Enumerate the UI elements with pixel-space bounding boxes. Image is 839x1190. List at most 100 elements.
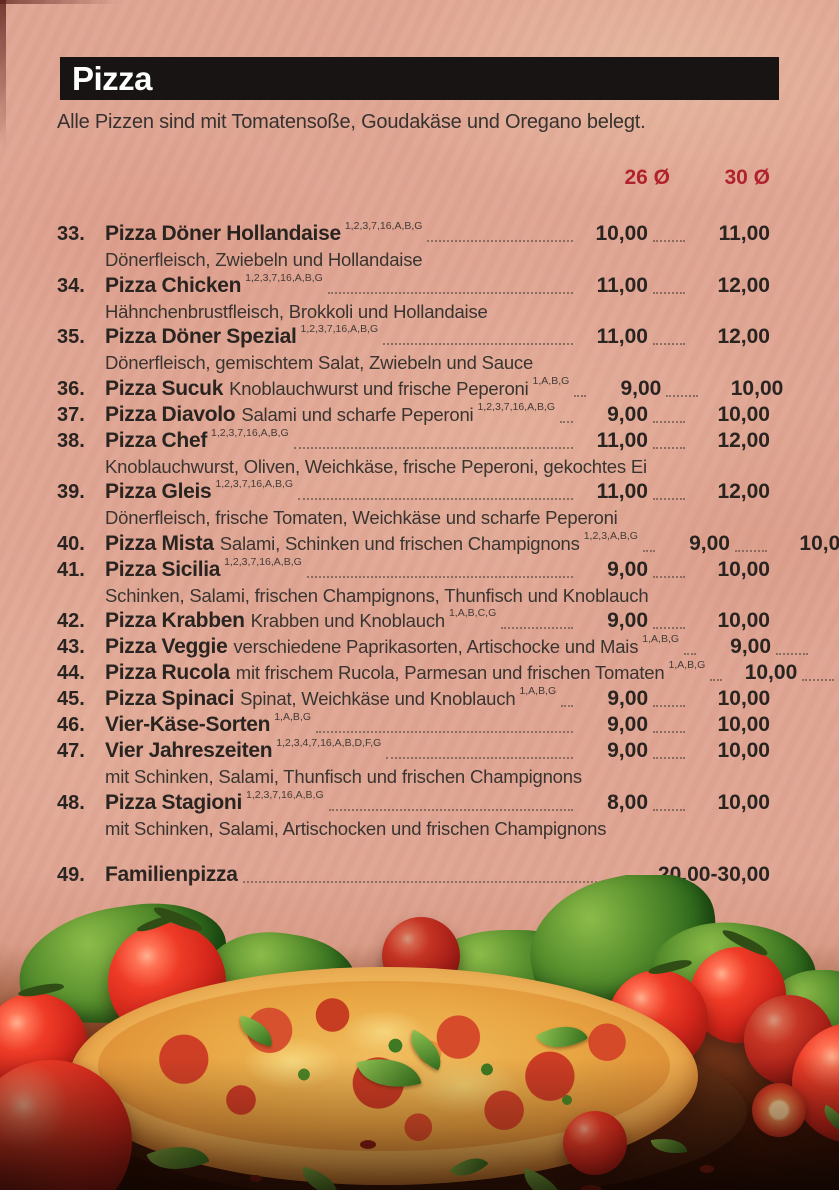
dotted-leader [327,291,573,294]
spice-speck [360,1140,376,1149]
item-inline-description: Krabben und Knoblauch [250,610,446,631]
item-number: 48. [57,791,85,814]
menu-item: 45. Pizza Spinaci Spinat, Weichkäse und … [57,685,771,712]
dotted-leader-2 [653,757,685,759]
item-inline-description: Spinat, Weichkäse und Knoblauch [240,688,516,709]
dotted-leader-2 [653,627,685,629]
item-name: Pizza Sucuk [105,376,224,400]
item-number: 40. [57,532,85,555]
menu-item: 37. Pizza Diavolo Salami und scharfe Pep… [57,401,770,428]
dotted-leader-2 [653,291,685,294]
item-allergen-codes: 1,A,B,G [642,633,680,645]
item-name: Vier Jahreszeiten [105,739,273,762]
menu-item: 48. Pizza Stagioni 1,2,3,7,16,A,B,G 8,00… [57,789,770,842]
page-edge-shadow-top [0,0,120,4]
item-name: Pizza Döner Hollandaise [105,222,341,245]
menu-item: 34. Pizza Chicken 1,2,3,7,16,A,B,G 11,00… [57,272,770,325]
item-number: 46. [57,714,85,736]
price-26cm: 11,00 [596,325,648,348]
menu-subtitle: Alle Pizzen sind mit Tomatensoße, Goudak… [57,111,646,133]
menu-item: 42. Pizza Krabben Krabben und Knoblauch … [57,607,770,634]
item-allergen-codes: 1,2,3,7,16,A,B,G [300,323,379,335]
spice-speck [700,1165,714,1173]
price-26cm: 9,00 [607,713,648,736]
dotted-leader [315,731,573,733]
item-number: 33. [57,223,85,245]
dotted-leader [642,549,655,552]
page-edge-shadow [0,0,6,150]
item-name: Vier-Käse-Sorten [105,713,271,736]
cherry-tomato-graphic [563,1111,627,1175]
dotted-leader [306,575,573,578]
item-allergen-codes: 1,2,3,7,16,A,B,G [344,220,423,232]
price-26cm: 11,00 [596,480,648,503]
item-name: Pizza Gleis [105,480,212,503]
price-26cm: 11,00 [596,273,648,297]
menu-item-row: 33. Pizza Döner Hollandaise 1,2,3,7,16,A… [57,220,770,247]
item-number: 38. [57,429,85,452]
spice-speck [250,1175,262,1182]
dotted-leader-2 [653,808,685,811]
dotted-leader-2 [666,394,699,397]
item-allergen-codes: 1,A,B,G [519,685,557,697]
item-description: mit Schinken, Salami, Thunfisch und fris… [105,766,582,787]
price-26cm: 9,00 [607,402,648,426]
price-30cm: 10,00 [717,739,770,762]
item-number: 41. [57,558,85,581]
menu-item: 47. Vier Jahreszeiten 1,2,3,4,7,16,A,B,D… [57,737,770,790]
dotted-leader-2 [653,498,685,500]
dotted-leader-2 [802,679,835,681]
menu-item-row: 34. Pizza Chicken 1,2,3,7,16,A,B,G 11,00… [57,272,770,299]
dotted-leader-2 [776,653,809,655]
dotted-leader [710,679,723,681]
price-26cm: 9,00 [607,557,648,581]
price-26cm: 9,00 [607,739,648,762]
item-name: Pizza Stagioni [105,790,242,814]
dotted-leader-2 [653,446,685,449]
item-allergen-codes: 1,A,B,C,G [448,607,497,619]
dotted-leader [293,446,573,449]
dotted-leader-2 [653,420,685,423]
menu-item: 33. Pizza Döner Hollandaise 1,2,3,7,16,A… [57,220,770,273]
price-26cm: 10,00 [744,661,798,684]
price-26cm: 9,00 [730,635,772,658]
price-30cm: 11,00 [718,222,770,245]
menu-item: 44. Pizza Rucola mit frischem Rucola, Pa… [57,659,835,686]
price-30cm: 12,00 [717,273,770,297]
price-30cm: 10,00 [717,557,770,581]
price-30cm: 12,00 [717,325,770,348]
dotted-leader [298,498,573,500]
price-26cm: 9,00 [607,687,649,710]
item-number: 36. [57,377,85,400]
item-name: Pizza Mista [105,531,214,555]
item-number: 44. [57,662,85,684]
menu-item: 38. Pizza Chef 1,2,3,7,16,A,B,G 11,00 12… [57,427,770,480]
price-column-headers: 26 Ø 30 Ø [57,166,770,190]
price-30cm: 10,00 [717,687,771,710]
menu-item-row: 40. Pizza Mista Salami, Schinken und fri… [57,530,839,557]
menu-item-row: 41. Pizza Sicilia 1,2,3,7,16,A,B,G 9,00 … [57,556,770,583]
item-description: Dönerfleisch, Zwiebeln und Hollandaise [105,249,423,270]
dotted-leader-2 [653,705,686,707]
menu-item: 40. Pizza Mista Salami, Schinken und fri… [57,530,839,557]
item-name: Pizza Döner Spezial [105,325,297,348]
item-allergen-codes: 1,A,B,G [274,711,311,723]
item-description: Knoblauchwurst, Oliven, Weichkäse, frisc… [105,455,647,477]
item-allergen-codes: 1,2,3,A,B,G [583,529,638,542]
dotted-leader-2 [653,240,685,242]
price-26cm: 9,00 [620,376,662,400]
dotted-leader-2 [653,731,685,733]
item-allergen-codes: 1,2,3,7,16,A,B,G [477,400,556,413]
price-26cm: 9,00 [607,609,648,632]
price-30cm: 10,00 [730,376,784,400]
column-size-30: 30 Ø [724,166,770,189]
menu-item-row: 35. Pizza Döner Spezial 1,2,3,7,16,A,B,G… [57,323,770,350]
item-description: Dönerfleisch, gemischtem Salat, Zwiebeln… [105,352,534,373]
price-26cm: 10,00 [595,222,648,245]
price-30cm: 12,00 [717,480,770,503]
dotted-leader [560,420,573,423]
halved-tomato-graphic [752,1083,806,1137]
price-30cm: 10,00 [717,402,770,426]
section-header-bar: Pizza [60,57,779,100]
item-number: 34. [57,274,85,297]
